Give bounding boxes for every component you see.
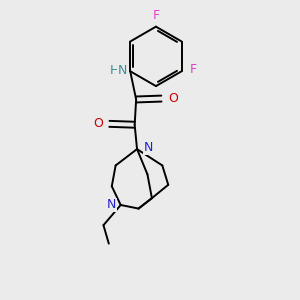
Text: O: O: [93, 117, 103, 130]
Text: N: N: [107, 199, 116, 212]
Text: N: N: [118, 64, 128, 77]
Text: H: H: [110, 64, 119, 77]
Text: O: O: [168, 92, 178, 105]
Text: F: F: [190, 63, 197, 76]
Text: N: N: [144, 141, 153, 154]
Text: F: F: [152, 9, 160, 22]
